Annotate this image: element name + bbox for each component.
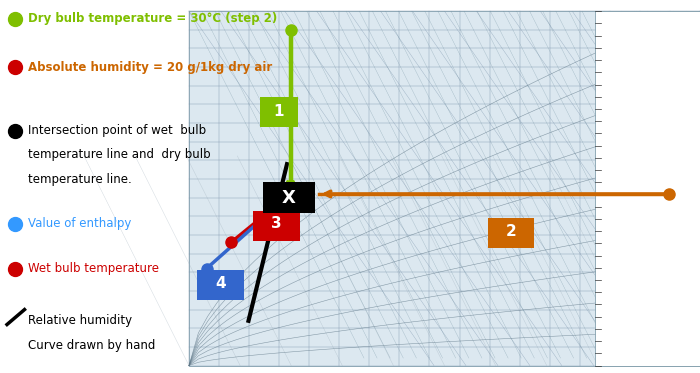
Text: Curve drawn by hand: Curve drawn by hand [28, 339, 155, 351]
Text: temperature line and  dry bulb: temperature line and dry bulb [28, 148, 211, 161]
FancyBboxPatch shape [197, 270, 244, 300]
Bar [189, 11, 700, 366]
Text: 2: 2 [505, 224, 517, 239]
FancyBboxPatch shape [253, 211, 300, 241]
Text: Absolute humidity = 20 g/1kg dry air: Absolute humidity = 20 g/1kg dry air [28, 61, 272, 73]
Bar [595, 11, 700, 366]
Text: Dry bulb temperature = 30°C (step 2): Dry bulb temperature = 30°C (step 2) [28, 12, 277, 25]
Text: Relative humidity: Relative humidity [28, 314, 132, 327]
Text: Intersection point of wet  bulb: Intersection point of wet bulb [28, 124, 206, 137]
Text: 1: 1 [273, 104, 284, 119]
Text: Value of enthalpy: Value of enthalpy [28, 217, 132, 230]
Text: Wet bulb temperature: Wet bulb temperature [28, 262, 159, 275]
Text: X: X [281, 189, 295, 207]
Text: 4: 4 [215, 276, 226, 291]
Text: 3: 3 [271, 216, 282, 231]
Text: temperature line.: temperature line. [28, 173, 132, 185]
FancyBboxPatch shape [488, 218, 534, 248]
FancyBboxPatch shape [260, 97, 298, 127]
FancyBboxPatch shape [262, 182, 315, 213]
